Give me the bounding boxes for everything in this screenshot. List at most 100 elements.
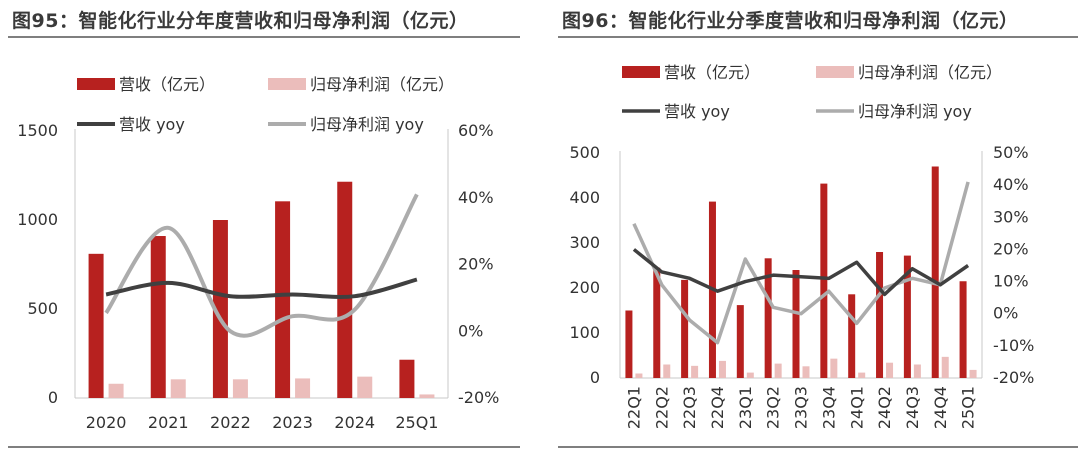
profit-bar <box>663 364 671 378</box>
y-tick-label-left: 1500 <box>17 121 58 140</box>
legend-label: 营收（亿元） <box>119 75 215 94</box>
profit-bar <box>886 362 894 378</box>
revenue-bar <box>903 255 911 378</box>
legend-swatch <box>268 78 306 90</box>
y-tick-label-left: 1000 <box>17 210 58 229</box>
revenue-yoy-line <box>105 277 418 299</box>
x-tick-label: 2024 <box>334 413 375 432</box>
y-tick-label-right: 60% <box>458 121 494 140</box>
profit-bar <box>718 360 726 378</box>
x-tick-label: 25Q1 <box>959 386 978 429</box>
revenue-bar <box>681 279 689 378</box>
legend-label: 归母净利润（亿元） <box>858 63 1002 82</box>
revenue-bar <box>275 201 291 398</box>
legend-swatch <box>622 66 660 78</box>
chart-panel-quarterly: 图96：智能化行业分季度营收和归母净利润（亿元） 0 100 200 300 400 50… <box>550 0 1080 452</box>
y-tick-label-right: 40% <box>458 188 494 207</box>
profit-bar <box>941 356 949 378</box>
y-tick-label-left: 400 <box>569 188 600 207</box>
bottom-rule <box>8 446 520 448</box>
x-tick-label: 24Q2 <box>875 386 894 429</box>
chart-svg: 0 500 1000 1500 -20% 0% 20% 40% 60% 2020 2021 2022 2… <box>17 75 499 432</box>
profit-yoy-line <box>632 181 970 345</box>
y-tick-label-right: 40% <box>993 175 1029 194</box>
profit-bar <box>108 383 124 398</box>
y-tick-label-left: 300 <box>569 233 600 252</box>
revenue-bar <box>653 267 661 378</box>
profit-bar <box>232 379 248 398</box>
title-rule <box>8 36 520 38</box>
profit-bar <box>691 365 699 378</box>
chart-svg: 0 100 200 300 400 500 -20% -10% 0% 10% 20% 30% 40% 50… <box>569 63 1034 429</box>
profit-bar <box>913 364 921 378</box>
y-tick-label-right: -20% <box>993 368 1034 387</box>
profit-bar <box>635 373 643 378</box>
legend-label: 归母净利润 yoy <box>858 102 972 121</box>
y-tick-label-right: 0% <box>458 321 483 340</box>
profit-bar <box>746 372 754 378</box>
revenue-bar <box>820 183 828 378</box>
revenue-bar <box>959 281 967 378</box>
x-tick-label: 23Q1 <box>736 386 755 429</box>
bottom-rule <box>558 446 1078 448</box>
profit-bar <box>295 378 311 398</box>
legend-swatch <box>816 66 854 78</box>
x-tick-label: 2021 <box>148 413 189 432</box>
x-tick-label: 23Q2 <box>764 386 783 429</box>
revenue-yoy-line <box>632 248 970 297</box>
y-tick-label-right: 0% <box>993 304 1018 323</box>
x-tick-label: 22Q3 <box>680 386 699 429</box>
revenue-bar <box>764 258 772 378</box>
y-tick-label-right: -20% <box>458 388 499 407</box>
chart-title: 图96：智能化行业分季度营收和归母净利润（亿元） <box>562 10 1019 32</box>
title-rule <box>558 36 1078 38</box>
x-tick-label: 22Q1 <box>625 386 644 429</box>
profit-bar <box>774 363 782 378</box>
x-tick-label: 24Q4 <box>931 386 950 429</box>
y-tick-label-right: 30% <box>993 207 1029 226</box>
revenue-bar <box>399 359 415 398</box>
y-tick-label-left: 200 <box>569 278 600 297</box>
revenue-bar <box>337 181 353 398</box>
x-tick-label: 25Q1 <box>395 413 438 432</box>
x-tick-label: 22Q4 <box>708 386 727 429</box>
chart-title: 图95：智能化行业分年度营收和归母净利润（亿元） <box>12 10 469 32</box>
revenue-bar <box>150 236 166 398</box>
y-tick-label-right: 20% <box>458 255 494 274</box>
x-tick-label: 23Q4 <box>819 386 838 429</box>
legend-label: 归母净利润 yoy <box>310 115 424 134</box>
legend-label: 营收 yoy <box>664 102 730 121</box>
y-tick-label-left: 0 <box>590 368 600 387</box>
revenue-bar <box>792 270 800 378</box>
profit-bar <box>830 358 838 378</box>
revenue-bar <box>88 253 104 398</box>
legend-label: 归母净利润（亿元） <box>310 75 454 94</box>
revenue-bar <box>736 305 744 378</box>
y-tick-label-left: 500 <box>27 299 58 318</box>
revenue-bar <box>625 310 633 378</box>
profit-bar <box>419 394 435 398</box>
y-tick-label-right: 50% <box>993 143 1029 162</box>
revenue-bar <box>212 220 228 398</box>
y-tick-label-right: -10% <box>993 336 1034 355</box>
x-tick-label: 24Q1 <box>847 386 866 429</box>
legend-label: 营收（亿元） <box>664 63 760 82</box>
x-tick-label: 23Q3 <box>792 386 811 429</box>
legend-label: 营收 yoy <box>119 115 185 134</box>
y-tick-label-left: 0 <box>48 388 58 407</box>
y-tick-label-left: 100 <box>569 323 600 342</box>
legend-swatch <box>77 78 115 90</box>
profit-bar <box>802 366 810 378</box>
y-tick-label-left: 500 <box>569 143 600 162</box>
revenue-bar <box>876 252 884 378</box>
profit-bar <box>858 372 866 378</box>
chart-panel-annual: 图95：智能化行业分年度营收和归母净利润（亿元） 0 500 1000 1500 -20… <box>0 0 530 452</box>
x-tick-label: 2022 <box>210 413 251 432</box>
x-tick-label: 24Q3 <box>903 386 922 429</box>
x-tick-label: 2020 <box>86 413 127 432</box>
y-tick-label-right: 10% <box>993 272 1029 291</box>
profit-yoy-line <box>104 193 419 338</box>
profit-bar <box>969 369 977 378</box>
y-tick-label-right: 20% <box>993 239 1029 258</box>
revenue-bar <box>931 166 939 378</box>
